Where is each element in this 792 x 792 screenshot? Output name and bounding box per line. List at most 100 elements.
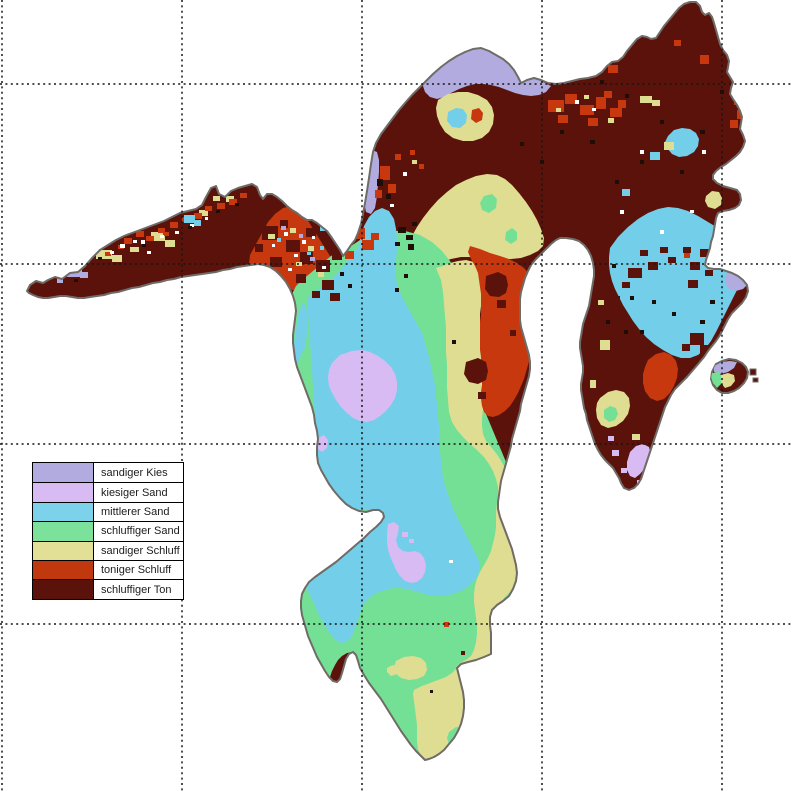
region-khaki-top-green-2	[505, 228, 517, 244]
speckle	[322, 280, 334, 290]
speckle	[130, 247, 139, 252]
legend-item: mittlerer Sand	[33, 501, 183, 522]
speckle	[188, 226, 192, 229]
speckle	[280, 220, 288, 228]
speckle	[640, 250, 648, 256]
speckle	[624, 330, 628, 334]
speckle	[312, 236, 315, 239]
speckle	[646, 470, 651, 475]
legend-item-label: schluffiger Ton	[101, 583, 172, 596]
speckle	[648, 262, 658, 270]
legend-color-swatch	[33, 463, 94, 483]
speckle	[672, 312, 676, 316]
speckle	[120, 244, 125, 248]
region-cyan-in-nw-patch	[447, 108, 467, 128]
legend-color-swatch	[33, 522, 94, 541]
speckle	[660, 120, 664, 124]
speckle	[690, 262, 700, 270]
speckle	[640, 160, 644, 164]
speckle	[585, 70, 589, 74]
speckle	[272, 244, 275, 247]
legend-item-label: sandiger Schluff	[101, 544, 180, 557]
speckle	[340, 272, 344, 276]
speckle	[142, 244, 146, 247]
speckle	[682, 344, 690, 351]
speckle	[740, 322, 746, 329]
speckle	[461, 651, 465, 655]
speckle	[630, 296, 634, 300]
legend-item-label: mittlerer Sand	[101, 505, 170, 518]
speckle	[578, 246, 582, 250]
speckle	[404, 274, 408, 278]
legend-item-label: toniger Schluff	[101, 564, 172, 577]
speckle	[205, 206, 212, 211]
speckle	[146, 236, 154, 241]
speckle	[395, 242, 400, 246]
speckle	[98, 257, 102, 260]
speckle	[565, 94, 577, 104]
speckle	[622, 189, 630, 196]
speckle	[622, 282, 630, 288]
legend-item-label: sandiger Kies	[101, 466, 168, 479]
legend-item: schluffiger Sand	[33, 521, 183, 541]
speckle	[668, 257, 676, 263]
speckle	[402, 532, 408, 537]
speckle	[388, 184, 396, 193]
speckle	[316, 208, 324, 214]
speckle	[284, 232, 288, 236]
legend-item-label: kiesiger Sand	[101, 486, 168, 499]
speckle	[650, 152, 660, 160]
region-island-khaki	[721, 373, 735, 388]
speckle	[110, 251, 114, 254]
speckle	[322, 266, 326, 269]
speckle	[592, 108, 596, 111]
speckle	[294, 254, 298, 257]
speckle	[332, 250, 342, 260]
speckle	[520, 142, 524, 146]
region-island-green	[711, 372, 722, 388]
island-regions	[711, 361, 737, 388]
speckle	[558, 115, 568, 123]
speckle	[362, 240, 374, 250]
speckle	[604, 91, 612, 98]
speckle	[194, 220, 201, 226]
speckle	[165, 240, 175, 247]
speckle	[112, 255, 122, 262]
speckle	[660, 247, 668, 253]
speckle	[105, 252, 111, 256]
speckle	[560, 130, 564, 134]
islet	[749, 368, 757, 376]
speckle	[700, 249, 710, 257]
speckle	[580, 105, 594, 115]
region-green-east-lobe	[604, 406, 618, 422]
speckle	[444, 622, 449, 627]
speckle	[184, 215, 195, 223]
speckle	[348, 284, 352, 288]
legend-item: sandiger Kies	[33, 463, 183, 483]
region-khaki-tailtop-patch-2	[387, 665, 398, 676]
legend-item: schluffiger Ton	[33, 579, 183, 599]
region-lilac-south	[387, 522, 426, 583]
speckle	[430, 690, 433, 693]
speckle	[612, 264, 616, 268]
speckle	[452, 340, 456, 344]
speckle	[375, 190, 382, 198]
speckle	[640, 150, 644, 154]
speckle	[618, 100, 626, 108]
speckle	[590, 380, 596, 388]
speckle	[299, 234, 303, 238]
region-red-dark-patch-2	[464, 358, 488, 384]
speckle	[608, 118, 614, 123]
speckle	[270, 257, 282, 267]
speckle	[683, 247, 691, 253]
speckle	[598, 300, 604, 305]
speckle	[536, 270, 541, 274]
legend-color-swatch	[33, 560, 94, 580]
speckle	[410, 150, 415, 155]
speckle	[412, 222, 417, 226]
speckle	[386, 194, 391, 199]
legend-item: sandiger Schluff	[33, 540, 183, 560]
speckle	[596, 97, 606, 109]
